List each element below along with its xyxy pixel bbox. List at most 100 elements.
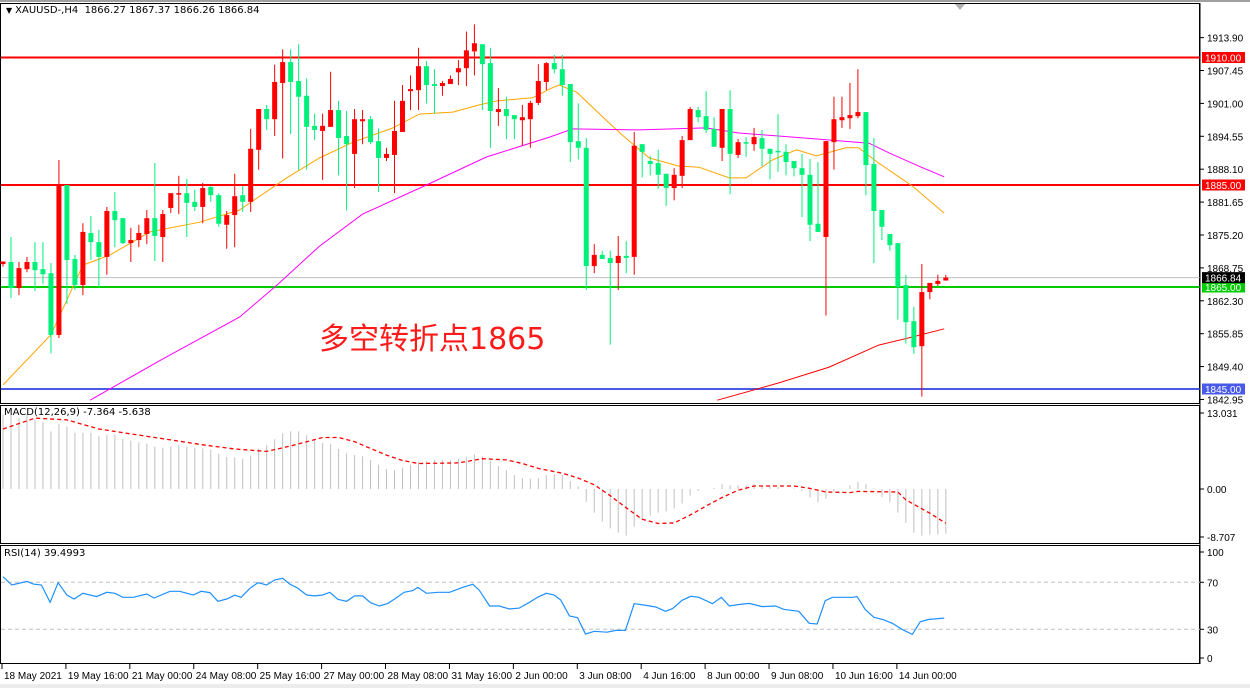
candle-body bbox=[767, 148, 773, 154]
candle-body bbox=[152, 218, 158, 236]
candle-body bbox=[336, 110, 342, 139]
candle-body bbox=[96, 242, 102, 257]
candle-body bbox=[823, 141, 829, 238]
time-tick-label: 19 May 16:00 bbox=[68, 671, 129, 682]
rsi-axis-label: 100 bbox=[1207, 548, 1224, 559]
candle-body bbox=[799, 168, 805, 175]
level-price-tag-bg bbox=[1202, 281, 1245, 293]
candle-body bbox=[384, 153, 390, 158]
candle-body bbox=[423, 66, 429, 86]
time-tick-label: 24 May 08:00 bbox=[196, 671, 257, 682]
candle-body bbox=[272, 81, 278, 120]
price-tick-label: 1875.20 bbox=[1207, 231, 1244, 242]
triangle-down-icon[interactable]: ▼ bbox=[6, 6, 13, 15]
candle-body bbox=[192, 201, 198, 207]
candle-body bbox=[671, 174, 677, 189]
candle-body bbox=[376, 141, 382, 158]
candle-body bbox=[112, 211, 118, 221]
candle-body bbox=[599, 254, 605, 259]
candle-body bbox=[511, 115, 517, 120]
candle-body bbox=[775, 150, 781, 153]
candle-body bbox=[240, 195, 246, 202]
candle-body bbox=[639, 144, 645, 152]
level-price-tag: 1845.00 bbox=[1205, 385, 1242, 396]
candle-body bbox=[927, 282, 933, 293]
rsi-axis-label: 30 bbox=[1207, 625, 1219, 636]
candle-body bbox=[607, 257, 613, 264]
level-price-tag-bg bbox=[1202, 383, 1245, 395]
macd-axis-label: -8.707 bbox=[1207, 533, 1236, 544]
pivot-annotation: 多空转折点1865 bbox=[319, 322, 546, 357]
candle-body bbox=[32, 262, 38, 271]
candle-body bbox=[471, 43, 477, 52]
candle-body bbox=[487, 63, 493, 112]
candle-body bbox=[312, 125, 318, 130]
candle-body bbox=[392, 130, 398, 155]
symbol-header: ▼ XAUUSD-,H4 1866.27 1867.37 1866.26 1866… bbox=[6, 5, 260, 16]
candle-body bbox=[64, 185, 70, 260]
candle-body bbox=[551, 63, 557, 70]
candle-body bbox=[40, 269, 46, 275]
candle-body bbox=[248, 148, 254, 202]
candle-body bbox=[543, 63, 549, 82]
candle-body bbox=[719, 109, 725, 148]
price-tick-label: 1913.90 bbox=[1207, 34, 1244, 45]
candle-body bbox=[128, 240, 134, 244]
chart-shift-marker-icon bbox=[955, 4, 965, 10]
candle-body bbox=[320, 125, 326, 131]
candle-body bbox=[120, 218, 126, 244]
candle-body bbox=[136, 232, 142, 241]
candle-body bbox=[879, 209, 885, 227]
candle-body bbox=[655, 163, 661, 175]
candle-body bbox=[479, 44, 485, 65]
candle-body bbox=[871, 164, 877, 212]
candle-body bbox=[296, 80, 302, 97]
candle-body bbox=[743, 142, 749, 144]
price-tick-label: 1855.85 bbox=[1207, 330, 1244, 341]
time-tick-label: 9 Jun 08:00 bbox=[771, 671, 824, 682]
macd-signal-line bbox=[2, 417, 947, 525]
main-panel bbox=[0, 3, 1200, 404]
candle-body bbox=[439, 83, 445, 87]
candle-body bbox=[224, 215, 230, 225]
candle-body bbox=[208, 187, 214, 196]
candle-body bbox=[104, 211, 110, 257]
price-tick-label: 1907.45 bbox=[1207, 67, 1244, 78]
time-tick-label: 18 May 2021 bbox=[4, 671, 62, 682]
candle-body bbox=[16, 268, 22, 289]
level-price-tag: 1865.00 bbox=[1205, 283, 1242, 294]
candle-body bbox=[352, 119, 358, 154]
candle-body bbox=[919, 292, 925, 347]
candle-body bbox=[847, 115, 853, 119]
candle-body bbox=[751, 137, 757, 145]
candle-body bbox=[80, 231, 86, 285]
rsi-line bbox=[2, 576, 945, 636]
candle-body bbox=[559, 69, 565, 86]
candle-body bbox=[615, 255, 621, 264]
candle-body bbox=[943, 277, 949, 281]
candle-body bbox=[360, 119, 366, 122]
candle-body bbox=[503, 109, 509, 117]
time-tick-label: 2 Jun 00:00 bbox=[515, 671, 568, 682]
candle-body bbox=[839, 117, 845, 121]
candle-body bbox=[256, 109, 262, 150]
time-tick-label: 4 Jun 16:00 bbox=[643, 671, 696, 682]
candle-body bbox=[519, 117, 525, 121]
level-price-tag-bg bbox=[1202, 52, 1245, 63]
candle-body bbox=[703, 116, 709, 130]
candle-body bbox=[463, 50, 469, 69]
candle-body bbox=[623, 255, 629, 258]
candle-body bbox=[328, 110, 334, 127]
rsi-axis-label: 0 bbox=[1207, 654, 1213, 665]
candle-body bbox=[8, 262, 14, 289]
rsi-axis-label: 70 bbox=[1207, 578, 1219, 589]
candle-body bbox=[447, 78, 453, 85]
time-tick-label: 27 May 00:00 bbox=[324, 671, 385, 682]
candle-body bbox=[160, 214, 166, 238]
footer-strip bbox=[0, 684, 1250, 688]
candle-body bbox=[264, 109, 270, 120]
ohlc-values: 1866.27 1867.37 1866.26 1866.84 bbox=[84, 5, 260, 16]
candle-body bbox=[735, 142, 741, 155]
